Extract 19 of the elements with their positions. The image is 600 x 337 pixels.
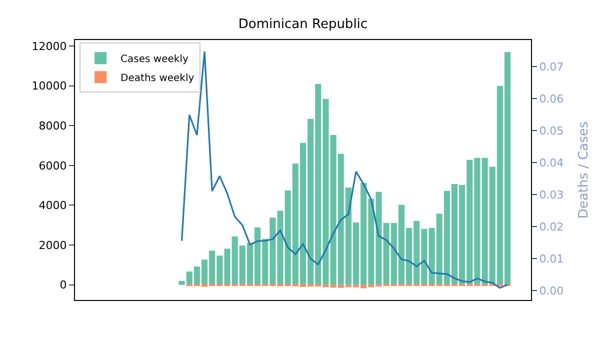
- y-tick-label: 2000: [38, 238, 67, 252]
- y-tick-label: 0: [60, 278, 67, 292]
- y2-tick-label: 0.01: [539, 252, 564, 266]
- y-tick-label: 12000: [32, 40, 67, 53]
- y2-tick-label: 0.05: [539, 124, 564, 138]
- y2-tick-label: 0.02: [539, 220, 564, 234]
- y2-tick-label: 0.06: [539, 92, 564, 106]
- y2-tick-label: 0.00: [539, 284, 564, 298]
- y2-tick-label: 0.07: [539, 60, 564, 74]
- chart-title: Dominican Republic: [238, 17, 368, 32]
- y2-tick-label: 0.04: [539, 156, 564, 170]
- legend-label: Deaths weekly: [120, 73, 194, 84]
- y-tick-label: 6000: [38, 159, 67, 172]
- y2-tick-label: 0.03: [539, 188, 564, 202]
- y-tick-label: 10000: [32, 80, 67, 93]
- y-tick-label: 4000: [38, 199, 67, 212]
- y-tick-label: 8000: [38, 119, 67, 132]
- y2-axis-title: Deaths / Cases: [576, 121, 592, 219]
- legend-label: Cases weekly: [120, 54, 188, 65]
